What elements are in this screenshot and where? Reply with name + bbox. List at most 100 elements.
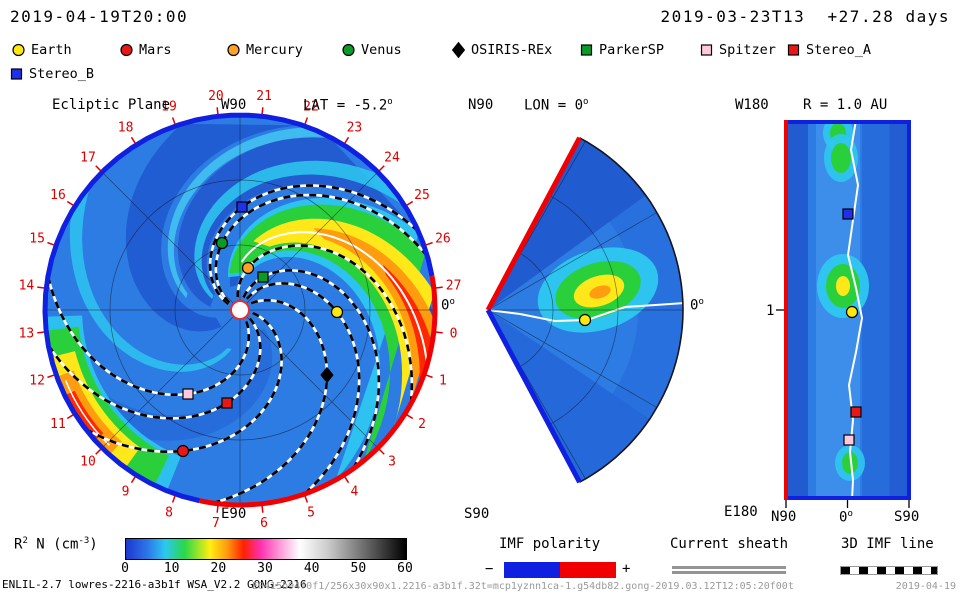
svg-text:1: 1 (439, 374, 447, 389)
svg-text:16: 16 (50, 188, 66, 203)
svg-text:4: 4 (350, 485, 358, 500)
svg-text:2: 2 (418, 417, 426, 432)
svg-text:3: 3 (388, 455, 396, 470)
legend-marker-ParkerSP (580, 44, 593, 56)
svg-text:13: 13 (19, 327, 35, 342)
legend-item-ParkerSP: ParkerSP (578, 41, 664, 59)
colorbar-tick: 20 (210, 561, 227, 576)
legend-item-Mercury: Mercury (225, 41, 303, 59)
legend-marker-Venus (342, 43, 355, 57)
legend-item-Stereo_A: Stereo_A (785, 41, 871, 59)
svg-text:15: 15 (29, 232, 45, 247)
imf-negative-swatch (504, 562, 560, 578)
legend-item-OSIRIS-REx: OSIRIS-REx (450, 41, 552, 59)
current-sheath-label: Current sheath (670, 536, 789, 552)
legend-label: Venus (361, 42, 402, 58)
svg-text:7: 7 (212, 516, 220, 531)
svg-text:11: 11 (50, 417, 66, 432)
meridional-plot (485, 136, 684, 484)
legend-marker-Mercury (227, 43, 240, 57)
svg-text:5: 5 (307, 505, 315, 520)
svg-text:24: 24 (384, 151, 400, 166)
ecliptic-lat-label: LAT = -5.2o (303, 97, 393, 114)
imf-plus-sign: + (622, 561, 631, 577)
legend-label: Stereo_A (806, 42, 872, 58)
imf-3d-line-sample (840, 566, 938, 575)
ecliptic-markers (176, 201, 344, 458)
svg-text:10: 10 (80, 455, 96, 470)
meridional-negative-boundary (485, 308, 582, 484)
ecliptic-top-axis-label: W90 (221, 97, 247, 113)
radial-left-tick-label: 1 (766, 303, 775, 319)
svg-text:17: 17 (80, 151, 96, 166)
svg-text:8: 8 (165, 505, 173, 520)
legend-item-Stereo_B: Stereo_B (8, 65, 94, 83)
colorbar-tick: 30 (257, 561, 273, 576)
run-watermark: E0415b94f0f1/256x30x90x1.2216-a3b1f.32t=… (252, 581, 794, 592)
legend-marker-Stereo_B (10, 68, 23, 80)
density-colorbar (125, 538, 407, 560)
svg-text:14: 14 (19, 278, 35, 293)
imf-polarity-label: IMF polarity (499, 536, 601, 552)
colorbar-tick: 60 (397, 561, 413, 576)
svg-text:26: 26 (435, 232, 451, 247)
imf-positive-swatch (560, 562, 616, 578)
ecliptic-positive-boundary (199, 275, 438, 508)
radial-n90-label: N90 (771, 509, 797, 525)
legend-label: Spitzer (719, 42, 776, 58)
svg-text:27: 27 (446, 278, 462, 293)
ecliptic-negative-boundary (42, 112, 435, 504)
legend-item-Spitzer: Spitzer (698, 41, 776, 59)
colorbar-tick: 50 (350, 561, 367, 576)
radial-w180-label: W180 (735, 97, 769, 113)
legend-item-Venus: Venus (340, 41, 402, 59)
meridional-s90-label: S90 (464, 506, 490, 522)
meridional-positive-boundary (485, 136, 582, 312)
current-sheath-sample-line (672, 566, 786, 569)
meridional-title: LON = 0o (524, 97, 589, 114)
colorbar-label: R2 N (cm-3) (14, 536, 98, 553)
colorbar-tick: 10 (163, 561, 180, 576)
current-sheath-sample-line (672, 571, 786, 574)
legend-item-Earth: Earth (10, 41, 72, 59)
svg-text:6: 6 (260, 516, 268, 531)
radial-title: R = 1.0 AU (803, 97, 888, 113)
svg-text:21: 21 (256, 89, 272, 104)
current-datetime: 2019-04-19T20:00 (10, 7, 189, 26)
legend-label: OSIRIS-REx (471, 42, 553, 58)
start-datetime-offset: 2019-03-23T13 +27.28 days (660, 7, 950, 26)
svg-text:23: 23 (347, 121, 363, 136)
watermark-date: 2019-04-19 (895, 581, 956, 592)
legend-marker-Stereo_A (787, 44, 800, 56)
legend-label: Mars (139, 42, 172, 58)
ecliptic-zero-label: 0o (441, 297, 455, 314)
meridional-n90-label: N90 (468, 97, 494, 113)
svg-text:18: 18 (118, 121, 134, 136)
ecliptic-bottom-axis-label: E90 (221, 506, 247, 522)
meridional-zero-label: 0o (690, 297, 704, 314)
legend-label: Mercury (246, 42, 303, 58)
svg-text:0: 0 (450, 327, 458, 342)
radial-plot (776, 120, 911, 508)
svg-text:25: 25 (414, 188, 430, 203)
radial-e180-label: E180 (724, 504, 758, 520)
radial-s90-label: S90 (894, 509, 920, 525)
svg-text:9: 9 (122, 485, 130, 500)
imf-minus-sign: − (485, 561, 494, 577)
legend-label: ParkerSP (599, 42, 665, 58)
colorbar-tick: 40 (303, 561, 320, 576)
legend-marker-OSIRIS-REx (451, 41, 466, 59)
legend-label: Earth (31, 42, 72, 58)
ecliptic-title: Ecliptic Plane (52, 97, 171, 113)
colorbar-tick: 0 (121, 561, 129, 576)
model-info: ENLIL-2.7 lowres-2216-a3b1f WSA_V2.2 GON… (2, 578, 307, 591)
svg-text:12: 12 (29, 374, 45, 389)
imf-3d-line-label: 3D IMF line (841, 536, 934, 552)
svg-text:22: 22 (303, 100, 319, 115)
legend-item-Mars: Mars (118, 41, 172, 59)
legend-marker-Mars (120, 43, 133, 57)
legend-marker-Spitzer (700, 44, 713, 56)
